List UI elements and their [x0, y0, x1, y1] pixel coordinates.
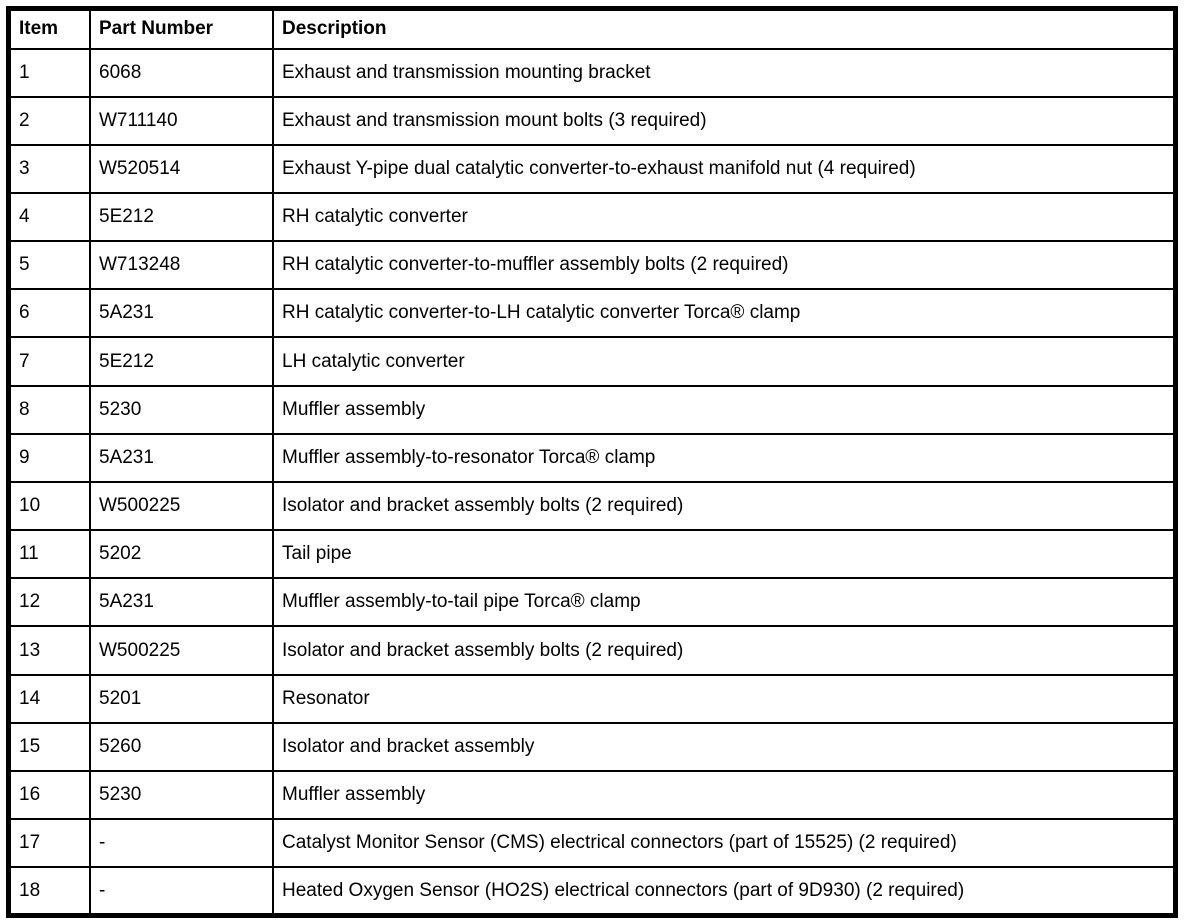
description-cell: Exhaust Y-pipe dual catalytic converter-…	[272, 143, 1177, 194]
part-number-cell: W500225	[89, 625, 274, 676]
description-cell: Exhaust and transmission mount bolts (3 …	[272, 95, 1177, 146]
item-cell: 13	[7, 625, 91, 676]
item-cell: 1	[7, 47, 91, 98]
description-cell: Catalyst Monitor Sensor (CMS) electrical…	[272, 817, 1177, 869]
part-number-cell: 5E212	[89, 191, 274, 243]
part-number-cell: 5E212	[89, 336, 274, 387]
item-cell: 14	[7, 673, 91, 724]
table-row: 9 5A231 Muffler assembly-to-resonator Torc…	[7, 432, 1177, 483]
item-cell: 16	[7, 769, 91, 821]
description-cell: Isolator and bracket assembly bolts (2 r…	[272, 480, 1177, 532]
part-number-cell: W713248	[89, 240, 274, 291]
description-cell: Resonator	[272, 673, 1177, 724]
column-header-item: Item	[7, 7, 91, 50]
part-number-cell: 5A231	[89, 288, 274, 339]
table-row: 15 5260 Isolator and bracket assembly	[7, 721, 1177, 772]
part-number-cell: W711140	[89, 95, 274, 146]
table-row: 10 W500225 Isolator and bracket assembly b…	[7, 480, 1177, 532]
table-row: 1 6068 Exhaust and transmission mounting b…	[7, 47, 1177, 98]
item-cell: 6	[7, 288, 91, 339]
item-cell: 4	[7, 191, 91, 243]
column-header-part-number: Part Number	[89, 7, 274, 50]
part-number-cell: W500225	[89, 480, 274, 532]
item-cell: 12	[7, 577, 91, 628]
table-row: 4 5E212 RH catalytic converter	[7, 191, 1177, 243]
item-cell: 2	[7, 95, 91, 146]
column-header-description: Description	[272, 7, 1177, 50]
parts-table: Item Part Number Description 1 6068 Exhaus…	[6, 6, 1178, 918]
description-cell: RH catalytic converter	[272, 191, 1177, 243]
item-cell: 3	[7, 143, 91, 194]
table-row: 14 5201 Resonator	[7, 673, 1177, 724]
table-row: 17- Catalyst Monitor Sensor (CMS) electri…	[7, 817, 1177, 869]
table-row: 6 5A231 RH catalytic converter-to-LH catal…	[7, 288, 1177, 339]
description-cell: Exhaust and transmission mounting bracke…	[272, 47, 1177, 98]
table-row: 7 5E212 LH catalytic converter	[7, 336, 1177, 387]
part-number-cell: -	[89, 866, 274, 917]
part-number-cell: W520514	[89, 143, 274, 194]
table-row: 12 5A231 Muffler assembly-to-tail pipe Tor…	[7, 577, 1177, 628]
description-cell: LH catalytic converter	[272, 336, 1177, 387]
description-cell: Muffler assembly	[272, 769, 1177, 821]
part-number-cell: 5A231	[89, 432, 274, 483]
part-number-cell: 5230	[89, 769, 274, 821]
part-number-cell: 5202	[89, 529, 274, 580]
part-number-cell: 5260	[89, 721, 274, 772]
description-cell: Muffler assembly-to-tail pipe Torca® cla…	[272, 577, 1177, 628]
parts-table-header: Item Part Number Description	[7, 7, 1177, 50]
item-cell: 17	[7, 817, 91, 869]
item-cell: 11	[7, 529, 91, 580]
table-row: 16 5230 Muffler assembly	[7, 769, 1177, 821]
part-number-cell: -	[89, 817, 274, 869]
item-cell: 18	[7, 866, 91, 917]
description-cell: Isolator and bracket assembly bolts (2 r…	[272, 625, 1177, 676]
description-cell: RH catalytic converter-to-LH catalytic c…	[272, 288, 1177, 339]
part-number-cell: 5230	[89, 384, 274, 435]
table-row: 18- Heated Oxygen Sensor (HO2S) electrica…	[7, 866, 1177, 917]
table-row: 2 W711140 Exhaust and transmission mount b…	[7, 95, 1177, 146]
item-cell: 5	[7, 240, 91, 291]
item-cell: 8	[7, 384, 91, 435]
item-cell: 9	[7, 432, 91, 483]
item-cell: 15	[7, 721, 91, 772]
description-cell: Tail pipe	[272, 529, 1177, 580]
part-number-cell: 6068	[89, 47, 274, 98]
table-row: 11 5202 Tail pipe	[7, 529, 1177, 580]
description-cell: Isolator and bracket assembly	[272, 721, 1177, 772]
description-cell: Heated Oxygen Sensor (HO2S) electrical c…	[272, 866, 1177, 917]
header-row: Item Part Number Description	[7, 7, 1177, 50]
item-cell: 10	[7, 480, 91, 532]
part-number-cell: 5A231	[89, 577, 274, 628]
description-cell: RH catalytic converter-to-muffler assemb…	[272, 240, 1177, 291]
table-row: 5 W713248 RH catalytic converter-to-muffle…	[7, 240, 1177, 291]
description-cell: Muffler assembly	[272, 384, 1177, 435]
table-row: 13 W500225 Isolator and bracket assembly b…	[7, 625, 1177, 676]
table-row: 8 5230 Muffler assembly	[7, 384, 1177, 435]
part-number-cell: 5201	[89, 673, 274, 724]
description-cell: Muffler assembly-to-resonator Torca® cla…	[272, 432, 1177, 483]
item-cell: 7	[7, 336, 91, 387]
parts-table-body: 1 6068 Exhaust and transmission mounting b…	[7, 47, 1177, 917]
table-row: 3 W520514 Exhaust Y-pipe dual catalytic co…	[7, 143, 1177, 194]
